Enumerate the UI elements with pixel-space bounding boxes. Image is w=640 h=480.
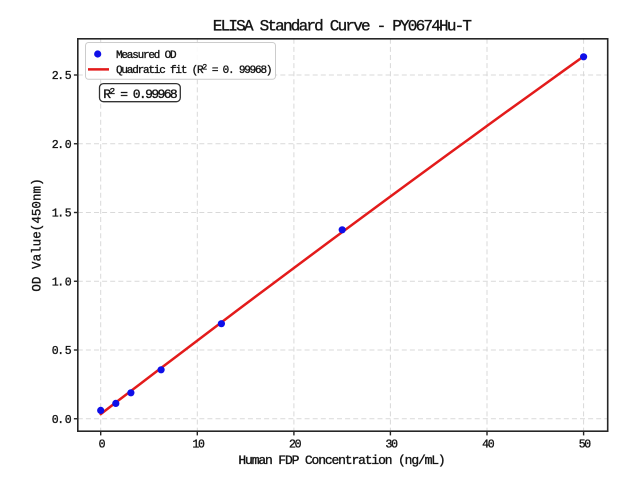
svg-text:50: 50 — [579, 438, 592, 451]
svg-text:Quadratic fit (R2 = 0. 99968): Quadratic fit (R2 = 0. 99968) — [116, 64, 271, 78]
svg-text:0.5: 0. 5 — [52, 345, 72, 358]
svg-text:40: 40 — [482, 438, 495, 451]
svg-text:OD Value(450nm): OD Value(450nm) — [31, 178, 45, 291]
svg-text:1.0: 1. 0 — [52, 276, 72, 289]
svg-text:30: 30 — [385, 438, 398, 451]
svg-text:ELISA Standard Curve - PY0674H: ELISA Standard Curve - PY0674Hu-T — [213, 18, 472, 36]
svg-text:2.0: 2. 0 — [52, 139, 72, 152]
svg-text:20: 20 — [289, 438, 302, 451]
svg-text:Measured OD: Measured OD — [116, 50, 177, 62]
svg-text:0.0: 0. 0 — [52, 414, 72, 427]
svg-text:2.5: 2. 5 — [52, 70, 72, 83]
svg-text:R2 = 0.99968: R2 = 0.99968 — [103, 86, 177, 102]
svg-text:Human FDP Concentration (ng/mL: Human FDP Concentration (ng/mL) — [238, 453, 444, 468]
svg-text:0: 0 — [99, 438, 106, 451]
svg-text:1.5: 1. 5 — [52, 208, 72, 221]
svg-text:10: 10 — [192, 438, 205, 451]
